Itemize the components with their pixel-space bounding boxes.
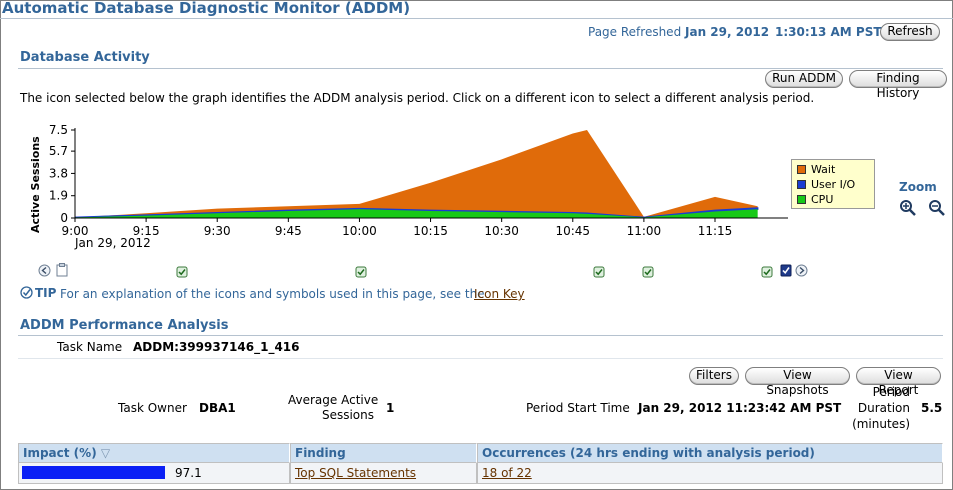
finding-link[interactable]: Top SQL Statements — [295, 466, 417, 480]
legend-item-user-io: User I/O — [797, 178, 855, 191]
impact-bar-track — [22, 466, 169, 479]
zoom-out-icon[interactable] — [928, 199, 946, 217]
sort-descending-icon[interactable]: ▽ — [100, 446, 111, 460]
period-duration-label-line2: Duration — [857, 401, 910, 415]
x-tick-label: 11:00 — [627, 224, 662, 238]
view-report-button[interactable]: View Report — [856, 367, 941, 397]
tip-label: TIP — [35, 286, 57, 300]
page-title: Automatic Database Diagnostic Monitor (A… — [2, 0, 411, 17]
legend-swatch — [797, 180, 806, 189]
impact-value: 97.1 — [175, 466, 202, 480]
impact-bar — [22, 466, 165, 479]
x-tick-label: 10:15 — [413, 224, 448, 238]
y-axis-label: Active Sessions — [29, 136, 42, 233]
avg-active-sessions-label-line1: Average Active — [288, 393, 379, 407]
database-activity-heading: Database Activity — [20, 50, 150, 65]
page-refreshed-label: Page Refreshed — [588, 25, 682, 39]
view-snapshots-button[interactable]: View Snapshots — [745, 367, 850, 397]
task-name-value: ADDM:399937146_1_416 — [133, 340, 300, 354]
table-row-impact-cell: 97.1 — [18, 463, 290, 484]
icon-key-link[interactable]: Icon Key — [474, 287, 525, 301]
x-tick-label: 10:30 — [484, 224, 519, 238]
avg-active-sessions-value: 1 — [386, 401, 395, 415]
title-divider — [0, 18, 953, 19]
chart-areas — [74, 130, 759, 219]
run-addm-button[interactable]: Run ADDM — [765, 70, 843, 88]
legend-swatch — [797, 165, 806, 174]
instruction-text: The icon selected below the graph identi… — [20, 91, 815, 105]
x-tick-label: 10:45 — [555, 224, 590, 238]
snapshot-check-icon[interactable] — [642, 265, 654, 278]
tip-check-icon — [20, 286, 33, 299]
zoom-label: Zoom — [899, 180, 937, 194]
period-duration-value: 5.5 — [921, 401, 943, 415]
x-tick-label: 9:00 — [62, 224, 89, 238]
legend-item-wait: Wait — [797, 163, 835, 176]
y-tick-label: 0 — [60, 211, 68, 225]
x-axis-sub-label: Jan 29, 2012 — [75, 236, 151, 250]
avg-active-sessions-label-line2: Sessions — [321, 408, 374, 422]
x-tick-label: 10:00 — [342, 224, 377, 238]
scroll-right-icon[interactable] — [795, 264, 808, 277]
table-row-occurrences-cell: 18 of 22 — [477, 463, 943, 484]
occurrences-link[interactable]: 18 of 22 — [482, 466, 532, 480]
task-name-label: Task Name — [57, 340, 123, 354]
y-tick-label: 7.5 — [49, 123, 68, 137]
period-start-value: Jan 29, 2012 11:23:42 AM PST — [638, 401, 842, 415]
zoom-in-icon[interactable] — [899, 199, 917, 217]
legend-swatch — [797, 195, 806, 204]
tip-text: For an explanation of the icons and symb… — [60, 287, 485, 301]
legend-item-cpu: CPU — [797, 193, 833, 206]
snapshot-check-icon[interactable] — [593, 265, 605, 278]
scroll-left-icon[interactable] — [38, 264, 51, 277]
x-tick-label: 11:15 — [698, 224, 733, 238]
chart-legend: Wait User I/O CPU — [791, 159, 875, 209]
snapshot-check-icon[interactable] — [355, 265, 367, 278]
period-start-label: Period Start Time — [526, 401, 630, 415]
column-header-impact[interactable]: Impact (%) ▽ — [18, 443, 290, 463]
x-tick-label: 9:15 — [133, 224, 160, 238]
icon-key-link-text[interactable]: Icon Key — [474, 287, 525, 301]
column-header-occurrences[interactable]: Occurrences (24 hrs ending with analysis… — [477, 443, 943, 463]
active-sessions-chart: 7.5 5.7 3.8 1.9 09:00 9:15 9:30 9:45 10:00 10:15 1… — [49, 123, 788, 238]
series-area-wait — [75, 130, 758, 218]
task-owner-value: DBA1 — [199, 401, 236, 415]
finding-history-button[interactable]: Finding History — [849, 70, 947, 100]
snapshot-check-icon[interactable] — [761, 265, 773, 278]
clipboard-icon[interactable] — [56, 263, 68, 277]
filters-button[interactable]: Filters — [689, 367, 739, 385]
snapshot-check-icon[interactable] — [176, 265, 188, 278]
section-divider — [18, 68, 943, 69]
page-refreshed-date: Jan 29, 2012 — [685, 25, 770, 39]
task-owner-label: Task Owner — [118, 401, 187, 415]
row-divider — [18, 358, 943, 359]
chart-axes: 7.5 5.7 3.8 1.9 09:00 9:15 9:30 9:45 10:00 10:15 1… — [49, 123, 788, 238]
page-refreshed-time: 1:30:13 AM PST — [775, 25, 882, 39]
performance-heading: ADDM Performance Analysis — [20, 318, 229, 333]
period-duration-label-line3: (minutes) — [852, 417, 910, 431]
x-tick-label: 9:30 — [204, 224, 231, 238]
series-area-cpu — [75, 209, 758, 218]
y-tick-label: 5.7 — [49, 144, 68, 158]
period-duration-label-line1: Period — [872, 385, 910, 399]
y-tick-label: 1.9 — [49, 189, 68, 203]
y-tick-label: 3.8 — [49, 166, 68, 180]
table-row-finding-cell: Top SQL Statements — [290, 463, 477, 484]
selected-snapshot-icon[interactable] — [780, 263, 792, 277]
column-header-impact-label[interactable]: Impact (%) — [23, 446, 97, 460]
x-tick-label: 9:45 — [275, 224, 302, 238]
section-divider — [18, 335, 943, 336]
series-area-user-io — [74, 207, 759, 219]
refresh-button[interactable]: Refresh — [880, 23, 940, 41]
column-header-finding[interactable]: Finding — [290, 443, 477, 463]
